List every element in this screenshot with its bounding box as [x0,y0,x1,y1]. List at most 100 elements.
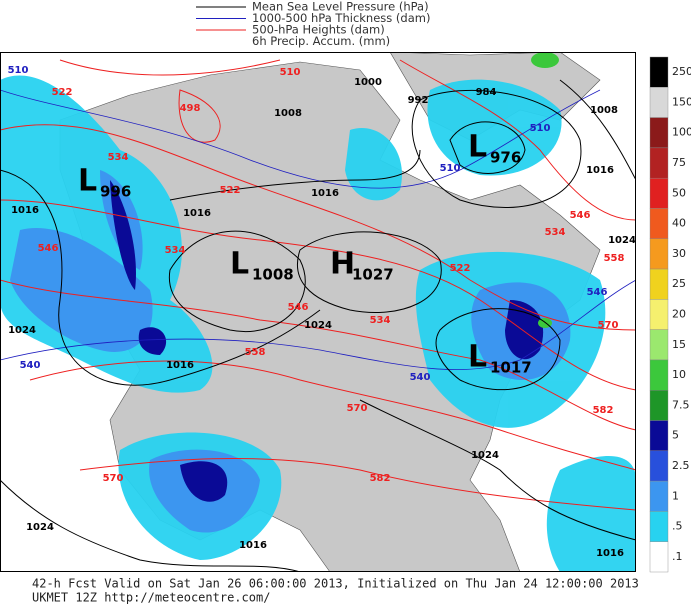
legend-label: 500-hPa Heights (dam) [252,23,385,37]
pressure-label: 992 [408,95,429,106]
colorbar-swatch [649,359,669,391]
pressure-label: 984 [476,87,497,98]
colorbar-swatch [649,56,669,88]
center-value: 1017 [490,359,532,377]
map-frame [0,52,636,572]
pressure-label: 1016 [183,208,211,219]
pressure-label: 1024 [8,325,36,336]
colorbar-swatch [649,87,669,118]
thickness-label: 510 [8,65,29,76]
pressure-label: 1008 [590,105,618,116]
height-label: 522 [220,185,241,196]
pressure-label: 1016 [596,548,624,559]
colorbar: 250 150 100 75 50 40 30 25 20 15 10 7.5 5 2.5 1 .5 .1 [649,56,691,573]
height-label: 534 [370,315,391,326]
center-value: 1008 [252,266,294,284]
thickness-label: 510 [530,123,551,134]
footer-valid: 42-h Fcst Valid on Sat Jan 26 06:00:00 2… [32,577,639,591]
height-label: 534 [108,152,129,163]
pressure-label: 1016 [586,165,614,176]
colorbar-label: 250 [672,65,691,78]
pressure-label: 1016 [166,360,194,371]
height-label: 546 [570,210,591,221]
pressure-label: 1016 [239,540,267,551]
footer-model: UKMET 12Z http://meteocentre.com/ [32,591,270,605]
thickness-label: 510 [440,163,461,174]
height-label: 522 [52,87,73,98]
height-label: 570 [103,473,124,484]
height-label: 546 [288,302,309,313]
height-label: 582 [370,473,391,484]
colorbar-label: .1 [672,550,683,563]
colorbar-swatch [649,238,669,270]
height-label: 510 [280,67,301,78]
colorbar-label: 100 [672,126,691,139]
height-label: 558 [604,253,625,264]
height-label: 534 [545,227,566,238]
thickness-label: 540 [410,372,431,383]
colorbar-label: 150 [672,95,691,108]
colorbar-label: 2.5 [672,459,690,472]
legend-label: 1000-500 hPa Thickness (dam) [252,11,430,25]
pressure-label: 1024 [26,522,54,533]
thickness-label: 540 [20,360,41,371]
center-letter: H [330,247,355,282]
colorbar-swatch [649,208,669,239]
colorbar-swatch [649,177,669,209]
center-value: 976 [490,149,521,167]
height-label: 498 [180,103,201,114]
thickness-label: 546 [587,287,608,298]
height-label: 534 [165,245,186,256]
precip-green [531,52,559,68]
colorbar-swatch [649,117,669,149]
center-letter: L [230,247,249,282]
thickness-contours [0,89,636,371]
pressure-label: 1000 [354,77,382,88]
legend-label: Mean Sea Level Pressure (hPa) [252,0,429,14]
colorbar-swatch [649,511,669,542]
colorbar-label: .5 [672,520,683,533]
legend-label: 6h Precip. Accum. (mm) [252,34,390,48]
center-value: 1027 [352,266,394,284]
colorbar-swatch [649,390,669,421]
colorbar-label: 20 [672,308,686,321]
colorbar-label: 10 [672,368,686,381]
pressure-label: 1024 [471,450,499,461]
colorbar-swatch [649,299,669,330]
pressure-label: 1016 [311,188,339,199]
colorbar-swatch [649,329,669,361]
colorbar-swatch [649,147,669,179]
height-label: 570 [347,403,368,414]
colorbar-swatch [649,268,669,300]
map: 522 534 498 522 534 546 558 570 582 534 522 534 546 5… [0,52,636,572]
height-label: 558 [245,347,266,358]
center-letter: L [468,340,487,375]
precip-heavy [110,180,544,502]
pressure-label: 1008 [274,108,302,119]
colorbar-label: 25 [672,277,686,290]
colorbar-label: 15 [672,338,686,351]
pressure-label: 1016 [11,205,39,216]
height-label: 546 [38,243,59,254]
center-letter: L [468,130,487,165]
colorbar-swatch [649,420,669,452]
contour-labels: 522 534 498 522 534 546 558 570 582 534 522 534 546 5… [8,65,636,559]
colorbar-label: 1 [672,489,679,502]
height-label: 522 [450,263,471,274]
height-contours [0,59,636,511]
legend: Mean Sea Level Pressure (hPa)1000-500 hP… [196,0,430,48]
pressure-contours [0,79,636,572]
colorbar-label: 5 [672,429,679,442]
colorbar-label: 30 [672,247,686,260]
colorbar-swatch [649,480,669,512]
colorbar-swatch [649,541,669,573]
pressure-label: 1024 [608,235,636,246]
colorbar-label: 40 [672,217,686,230]
center-letter: L [78,164,97,199]
colorbar-label: 7.5 [672,398,690,411]
center-value: 996 [100,183,131,201]
colorbar-label: 50 [672,186,686,199]
height-label: 570 [598,320,619,331]
height-label: 582 [593,405,614,416]
